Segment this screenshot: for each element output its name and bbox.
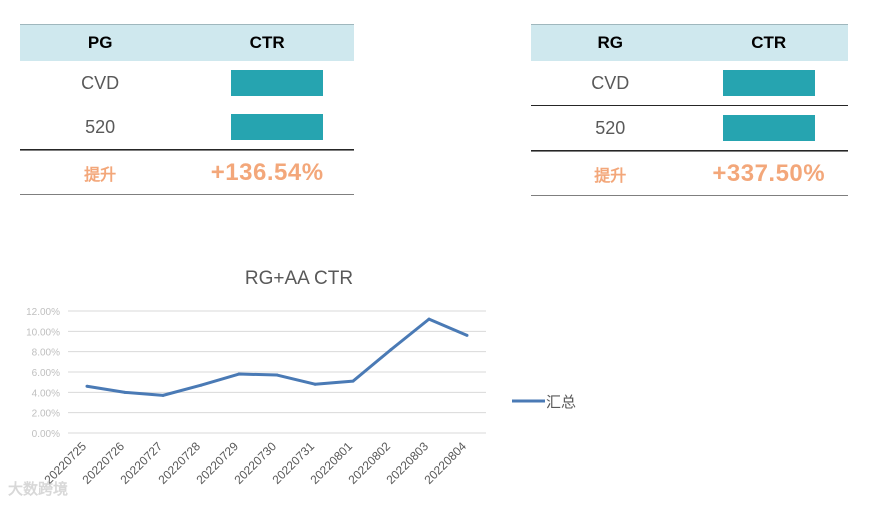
watermark: 大数跨境 — [8, 481, 69, 498]
data-point — [161, 393, 165, 397]
data-point — [389, 348, 393, 352]
table-header-row: RG CTR — [531, 24, 848, 61]
y-tick-label: 8.00% — [32, 348, 60, 359]
y-tick-label: 0.00% — [32, 429, 60, 440]
legend-label: 汇总 — [546, 393, 576, 411]
data-point — [465, 333, 469, 337]
data-point — [237, 372, 241, 376]
y-tick-label: 12.00% — [26, 307, 60, 318]
header-cell-ctr: CTR — [249, 33, 285, 52]
y-tick-label: 10.00% — [26, 327, 60, 338]
data-point — [85, 384, 89, 388]
row-label: 520 — [85, 116, 116, 137]
lift-value: +337.50% — [712, 159, 826, 187]
chart-title: RG+AA CTR — [245, 268, 353, 289]
data-point — [313, 382, 317, 386]
row-label: CVD — [591, 72, 630, 93]
pg-ctr-table: PG CTR CVD 520 提升 +136.54% — [20, 24, 354, 195]
lift-value: +136.54% — [210, 158, 324, 186]
lift-label: 提升 — [594, 167, 627, 185]
row-label: CVD — [81, 72, 120, 93]
y-tick-label: 4.00% — [32, 388, 60, 399]
table-row: CVD — [531, 61, 848, 106]
data-point — [123, 390, 127, 394]
table-row: 520 — [531, 106, 848, 151]
lift-label: 提升 — [84, 166, 117, 184]
table-header-row: PG CTR — [20, 24, 354, 61]
rg-ctr-table: RG CTR CVD 520 提升 +337.50% — [531, 24, 848, 196]
chart-svg: RG+AA CTR 0.00% 2.00% 4.00% 6.00% 8.00% 10.00… — [26, 268, 576, 487]
row-label: 520 — [595, 117, 626, 138]
table-row: 520 — [20, 105, 354, 150]
series-line-汇总 — [86, 317, 468, 397]
ctr-bar — [722, 115, 815, 141]
chart-legend: 汇总 — [512, 393, 576, 411]
ctr-bar — [231, 70, 324, 96]
x-tick-label: 20220804 — [421, 439, 469, 487]
data-point — [427, 317, 431, 321]
header-cell-ctr: CTR — [751, 33, 787, 52]
data-point — [199, 383, 203, 387]
y-tick-label: 6.00% — [32, 368, 60, 379]
header-cell-group: PG — [87, 33, 113, 52]
header-cell-group: RG — [597, 33, 624, 52]
line-chart: RG+AA CTR 0.00% 2.00% 4.00% 6.00% 8.00% 10.00… — [0, 258, 600, 507]
lift-row: 提升 +136.54% — [20, 150, 354, 195]
table-row: CVD — [20, 61, 354, 105]
data-point — [351, 379, 355, 383]
ctr-bar — [231, 114, 324, 140]
y-tick-label: 2.00% — [32, 409, 60, 420]
data-point — [275, 373, 279, 377]
ctr-bar — [722, 70, 815, 96]
lift-row: 提升 +337.50% — [531, 151, 848, 196]
